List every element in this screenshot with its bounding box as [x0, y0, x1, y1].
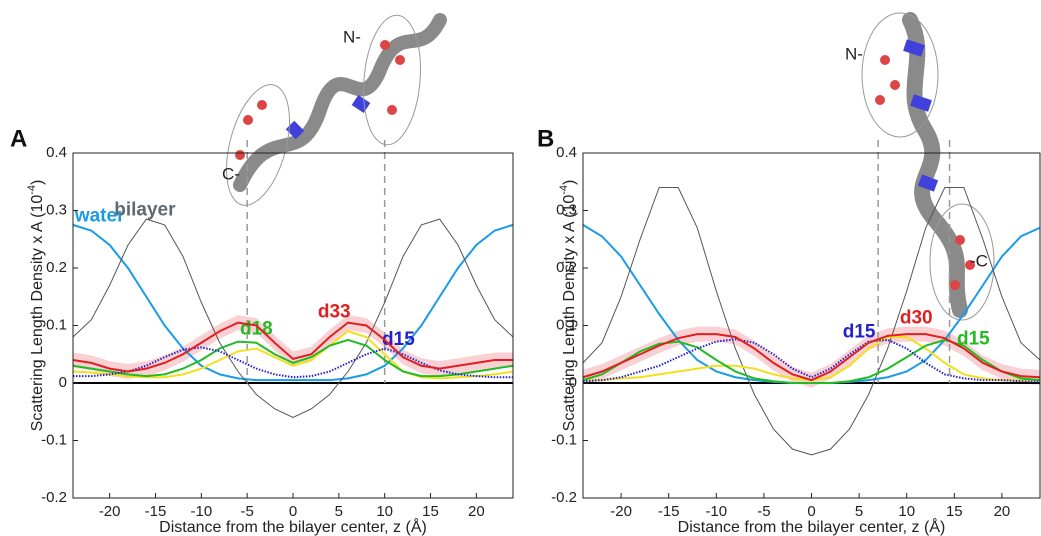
y-label-exponent: -4	[26, 185, 38, 195]
x-tick-label: 0	[807, 503, 815, 520]
series-line	[72, 330, 514, 380]
x-tick-label: -10	[190, 503, 212, 520]
series-label: d15	[957, 328, 990, 349]
y-label-close: )	[29, 180, 46, 185]
molecule-b	[861, 12, 995, 321]
x-tick-label: 10	[376, 503, 393, 520]
series-line	[72, 223, 514, 382]
y-tick-label: 0.4	[556, 144, 577, 161]
x-tick-label: -20	[99, 503, 121, 520]
x-tick-label: -15	[145, 503, 167, 520]
series-line	[582, 333, 1041, 382]
y-tick-label: -0.2	[551, 489, 577, 506]
x-tick-label: 20	[994, 503, 1011, 520]
y-label-exponent: -4	[558, 185, 570, 195]
series-line	[582, 338, 1041, 383]
series-label: d15	[843, 321, 876, 342]
series-label: bilayer	[114, 200, 176, 221]
y-label-close: )	[561, 180, 578, 185]
series-label: water	[74, 205, 125, 226]
plot: d15 d15 d30 -20 -15 -10 -5 0 5 10 15 20 -0.2 -0.1 0 0.1…	[537, 125, 1041, 536]
y-tick-label: -0.2	[41, 489, 67, 506]
y-tick-label: 0.4	[46, 144, 67, 161]
series-line	[72, 218, 514, 419]
series-line	[72, 338, 514, 378]
y-tick-label: 0.2	[46, 259, 67, 276]
y-tick-label: -0.1	[41, 431, 67, 448]
error-band	[73, 315, 513, 379]
x-tick-label: 5	[855, 503, 863, 520]
x-tick-label: 15	[946, 503, 963, 520]
x-tick-label: 20	[468, 503, 485, 520]
y-tick-label: 0	[59, 374, 67, 391]
series-line	[582, 338, 1041, 384]
x-axis-label: Distance from the bilayer center, z (Å)	[159, 517, 427, 536]
y-tick-label: 0.3	[46, 201, 67, 218]
series-line	[72, 321, 513, 373]
y-tick-label: -0.1	[551, 431, 577, 448]
series-line	[582, 187, 1041, 456]
molecule-label: N-	[343, 27, 361, 46]
x-tick-label: 15	[422, 503, 439, 520]
x-tick-label: 5	[335, 503, 343, 520]
molecule-label: -C	[970, 251, 988, 270]
x-tick-label: -5	[240, 503, 253, 520]
panel-label: B	[537, 125, 554, 152]
y-tick-label: 0.3	[556, 201, 577, 218]
x-tick-label: 0	[289, 503, 297, 520]
molecule-label: N-	[845, 44, 863, 63]
y-label-text: Scattering Length Density x A (10	[29, 195, 46, 432]
x-tick-label: -15	[658, 503, 680, 520]
x-tick-label: -5	[757, 503, 770, 520]
molecule-label: C-	[222, 164, 240, 183]
y-tick-label: 0.2	[556, 259, 577, 276]
y-tick-label: 0.1	[556, 316, 577, 333]
x-tick-label: -20	[610, 503, 632, 520]
y-label-text: Scattering Length Density x A (10	[561, 195, 578, 432]
series-label: d15	[382, 329, 415, 350]
x-tick-label: -10	[705, 503, 727, 520]
x-tick-label: 10	[898, 503, 915, 520]
series-label: d30	[900, 308, 933, 329]
panel-label: A	[10, 125, 27, 152]
molecule-a	[226, 13, 447, 206]
y-tick-label: 0	[569, 374, 577, 391]
y-axis-label: Scattering Length Density x A (10-4)	[26, 180, 46, 432]
y-tick-label: 0.1	[46, 316, 67, 333]
error-band	[583, 326, 1040, 388]
series-label: d33	[318, 301, 351, 322]
plot-frame	[582, 152, 1041, 499]
y-axis-label: Scattering Length Density x A (10-4)	[558, 180, 578, 432]
x-axis-label: Distance from the bilayer center, z (Å)	[678, 517, 946, 536]
